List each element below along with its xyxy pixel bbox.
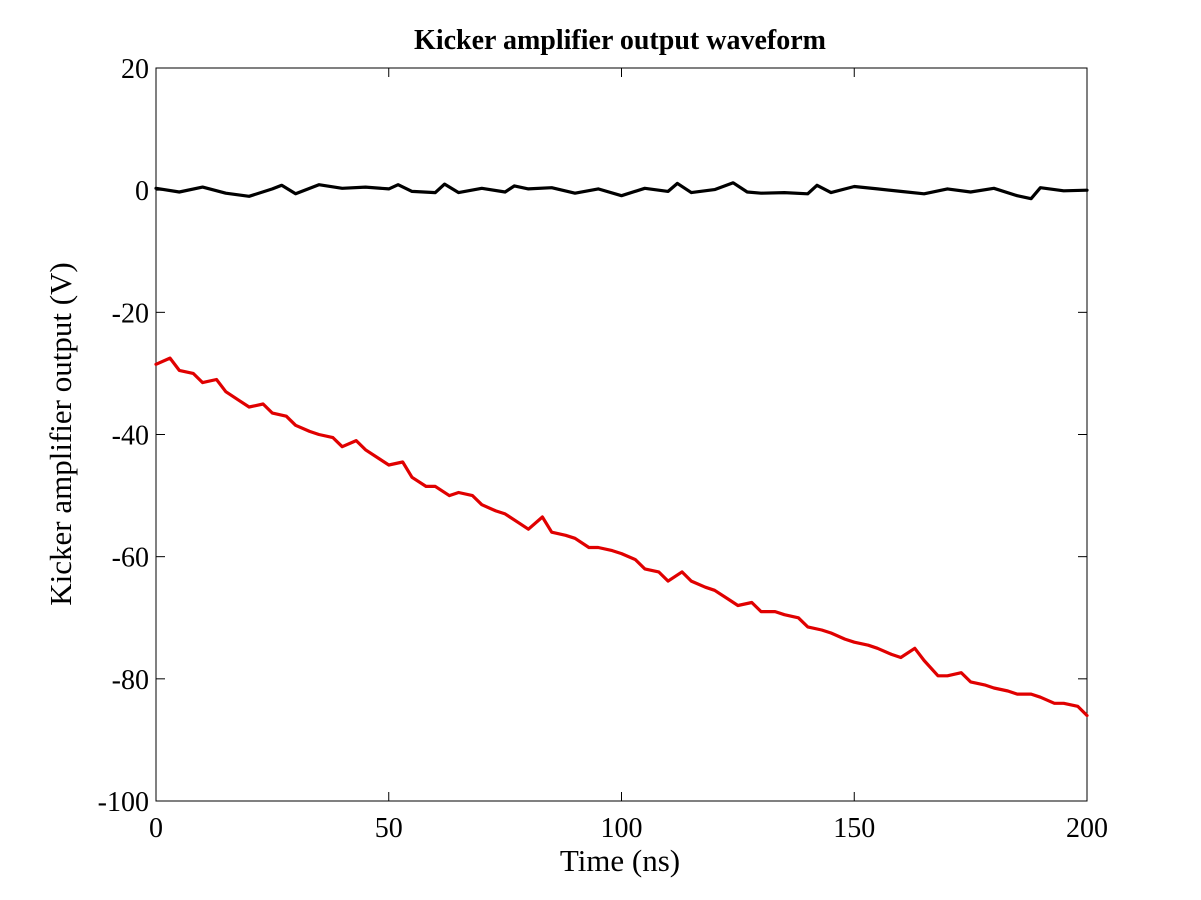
y-tick-label: 0 <box>135 176 149 207</box>
x-tick-label: 150 <box>833 813 875 844</box>
x-axis-label: Time (ns) <box>560 843 680 878</box>
y-tick-label: -40 <box>112 421 149 452</box>
series-line-1 <box>154 181 1089 201</box>
x-tick-label: 50 <box>375 813 403 844</box>
chart-title: Kicker amplifier output waveform <box>414 25 826 56</box>
y-tick-label: -100 <box>98 787 149 818</box>
series-line-2 <box>154 356 1089 718</box>
plot-area <box>155 67 1088 802</box>
y-tick-label: 20 <box>121 54 149 85</box>
series-layer <box>154 181 1089 718</box>
y-tick-label: -80 <box>112 665 149 696</box>
x-tick-label: 200 <box>1066 813 1108 844</box>
x-tick-label: 0 <box>149 813 163 844</box>
x-tick-label: 100 <box>601 813 643 844</box>
y-axis-label: Kicker amplifier output (V) <box>43 262 78 605</box>
y-tick-label: -20 <box>112 298 149 329</box>
y-tick-label: -60 <box>112 543 149 574</box>
